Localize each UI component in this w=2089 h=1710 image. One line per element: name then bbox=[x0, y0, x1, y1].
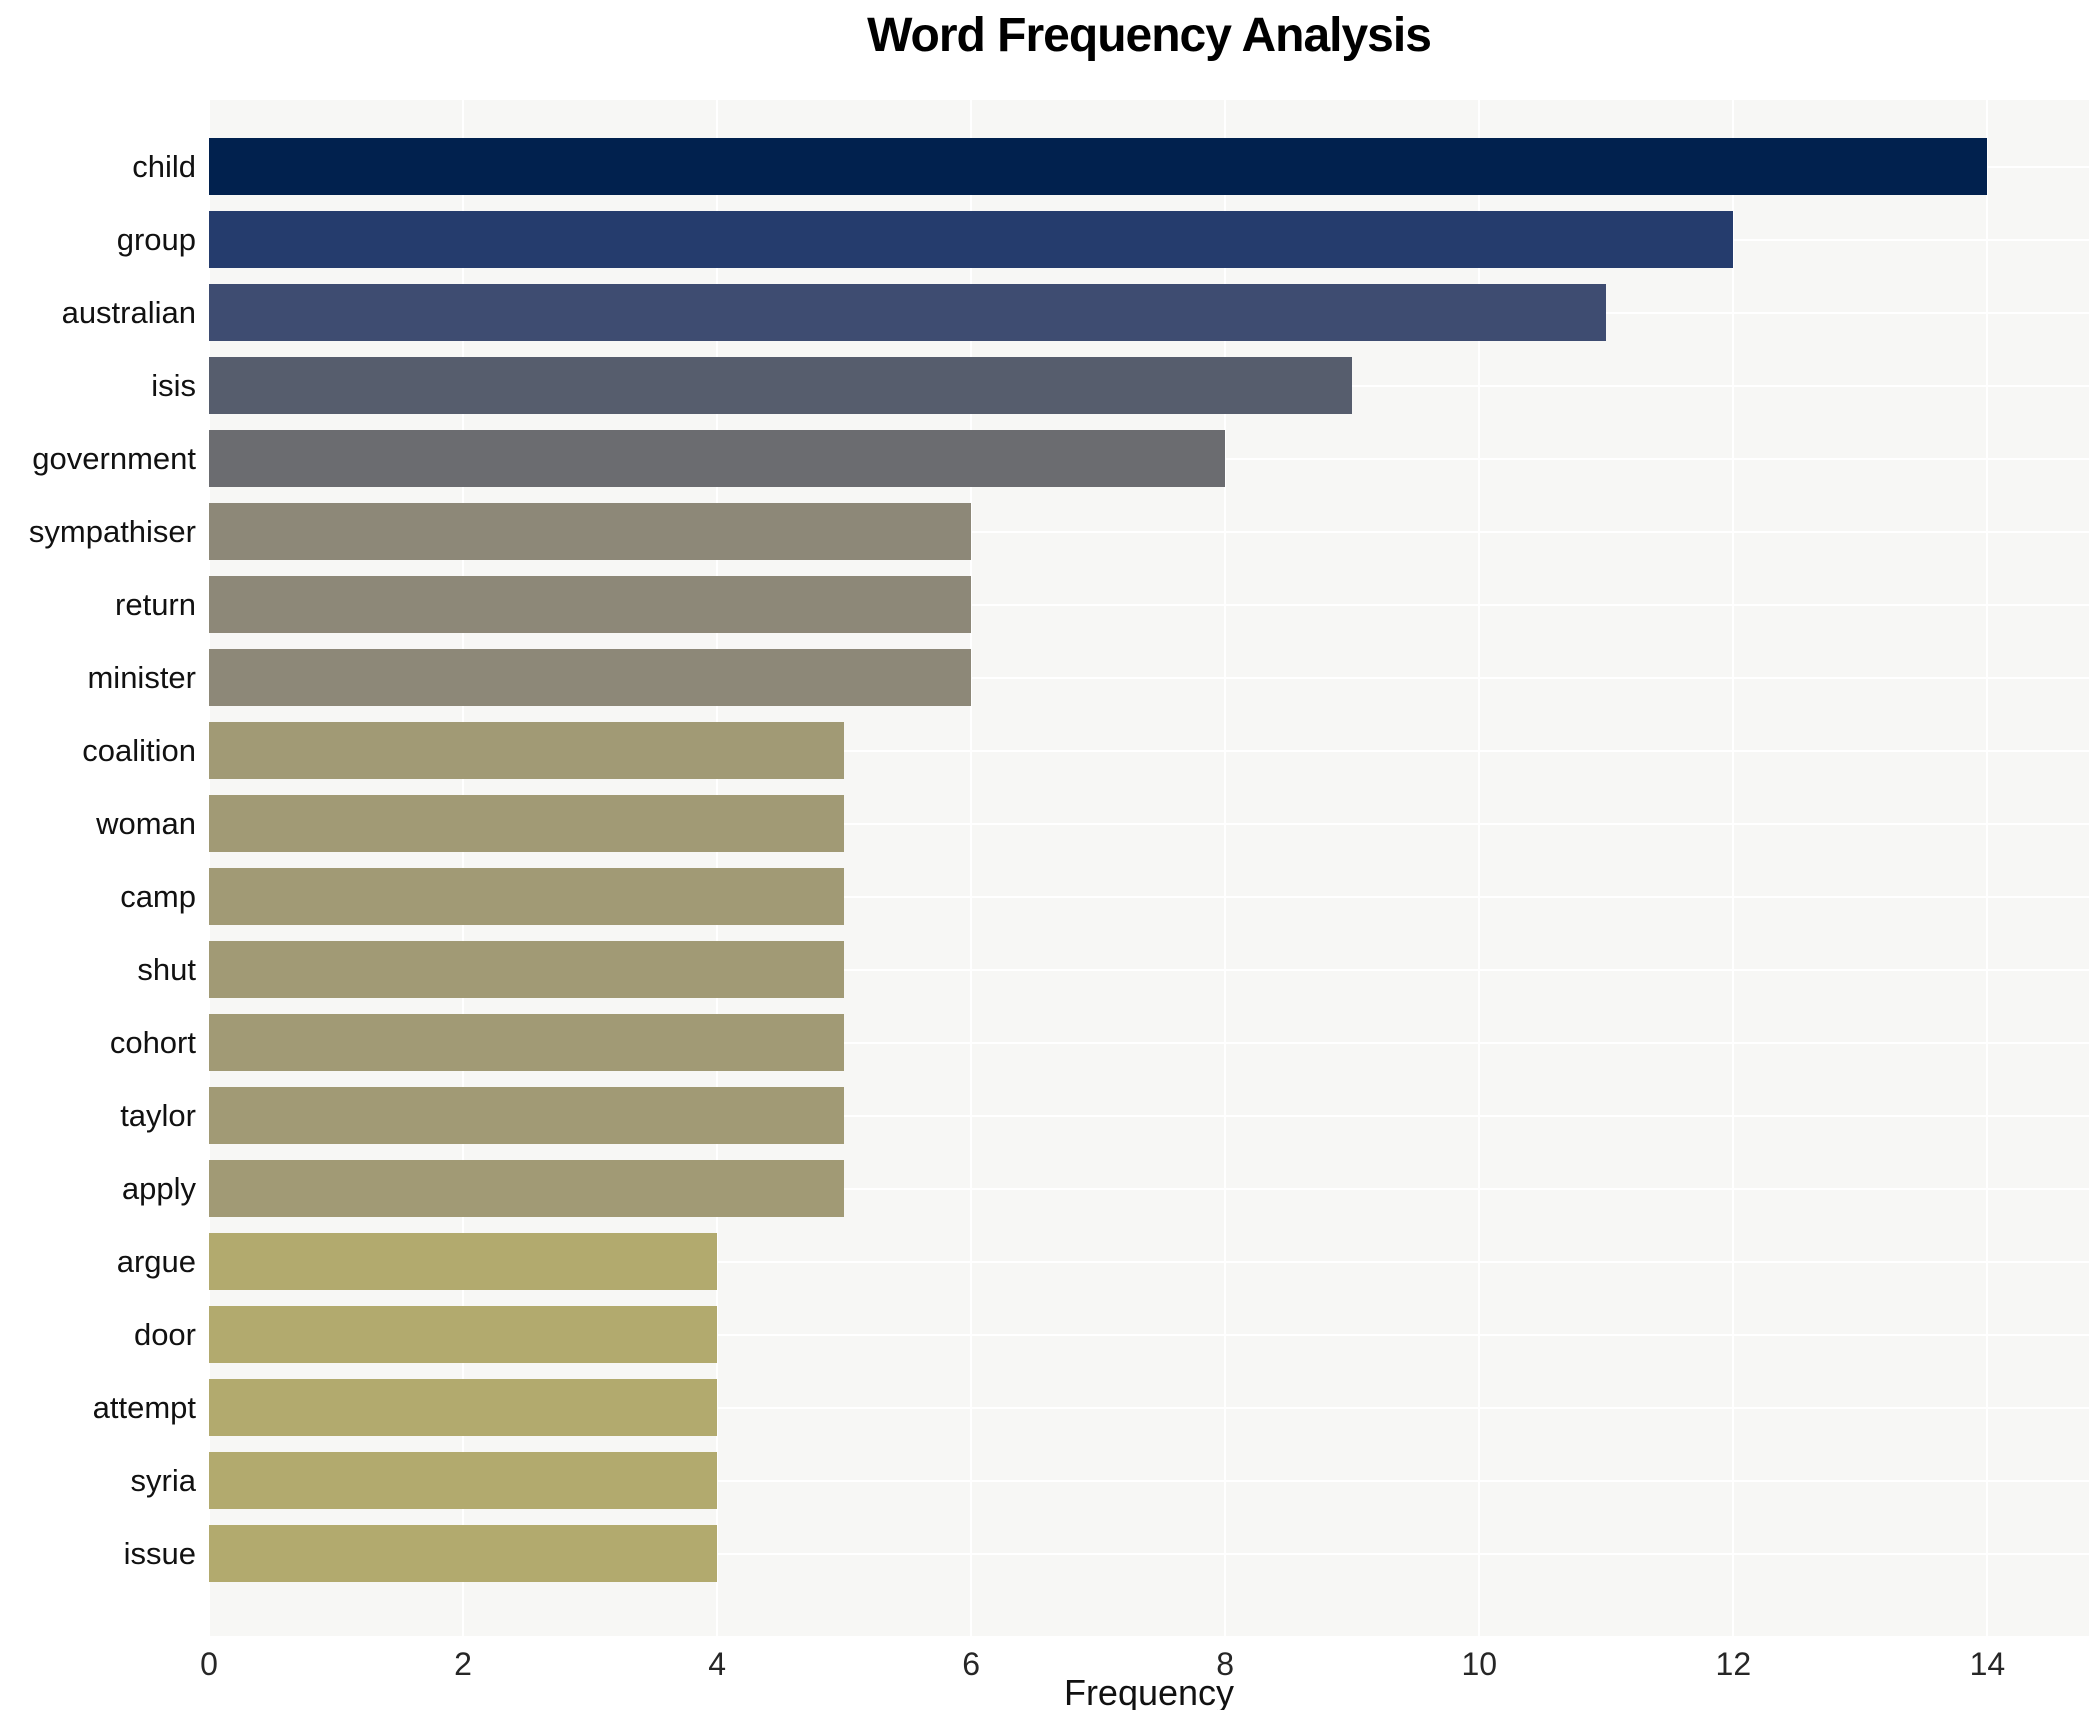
chart-title: Word Frequency Analysis bbox=[867, 9, 1432, 62]
gridline-vertical bbox=[1478, 100, 1481, 1636]
bar-camp bbox=[209, 868, 845, 925]
bar-argue bbox=[209, 1233, 718, 1290]
category-label-coalition: coalition bbox=[82, 733, 196, 768]
gridline-horizontal bbox=[209, 968, 2089, 971]
category-label-minister: minister bbox=[87, 660, 196, 695]
x-tick-label: 14 bbox=[1969, 1646, 2006, 1682]
category-label-argue: argue bbox=[116, 1244, 196, 1279]
gridline-horizontal bbox=[209, 1479, 2089, 1482]
category-label-australian: australian bbox=[61, 295, 196, 330]
category-label-door: door bbox=[133, 1317, 196, 1352]
bar-cohort bbox=[209, 1014, 845, 1071]
category-label-return: return bbox=[115, 587, 196, 622]
gridline-vertical bbox=[1732, 100, 1735, 1636]
gridline-horizontal bbox=[209, 1552, 2089, 1555]
x-tick-label: 2 bbox=[454, 1646, 472, 1682]
plot-area bbox=[208, 100, 2089, 1636]
gridline-horizontal bbox=[209, 822, 2089, 825]
bar-attempt bbox=[209, 1379, 718, 1436]
x-tick-label: 12 bbox=[1715, 1646, 1752, 1682]
bar-group bbox=[209, 211, 1734, 268]
bar-taylor bbox=[209, 1087, 845, 1144]
category-label-cohort: cohort bbox=[109, 1025, 196, 1060]
bar-apply bbox=[209, 1160, 845, 1217]
bar-child bbox=[209, 138, 1988, 195]
x-axis-label: Frequency bbox=[1063, 1672, 1235, 1710]
x-tick-label: 0 bbox=[200, 1646, 218, 1682]
gridline-horizontal bbox=[209, 530, 2089, 533]
gridline-horizontal bbox=[209, 676, 2089, 679]
gridline-horizontal bbox=[209, 1406, 2089, 1409]
x-tick-label: 8 bbox=[1216, 1646, 1235, 1682]
gridline-horizontal bbox=[209, 1260, 2089, 1263]
bar-syria bbox=[209, 1452, 718, 1509]
category-label-group: group bbox=[116, 222, 196, 257]
category-label-government: government bbox=[32, 441, 196, 476]
x-tick-label: 10 bbox=[1461, 1646, 1498, 1682]
bar-australian bbox=[209, 284, 1607, 341]
gridline-horizontal bbox=[209, 1041, 2089, 1044]
x-tick-label: 6 bbox=[962, 1646, 981, 1682]
bar-coalition bbox=[209, 722, 845, 779]
gridline-horizontal bbox=[209, 749, 2089, 752]
category-label-camp: camp bbox=[120, 879, 196, 914]
category-label-child: child bbox=[132, 149, 196, 184]
category-label-taylor: taylor bbox=[120, 1098, 196, 1133]
bar-return bbox=[209, 576, 972, 633]
bar-minister bbox=[209, 649, 972, 706]
gridline-horizontal bbox=[209, 1114, 2089, 1117]
gridline-horizontal bbox=[209, 1187, 2089, 1190]
x-axis-ticks: 0 2 4 6 8 10 12 14 bbox=[0, 1646, 2089, 1686]
bar-sympathiser bbox=[209, 503, 972, 560]
gridline-vertical bbox=[1986, 100, 1989, 1636]
gridline-horizontal bbox=[209, 1333, 2089, 1336]
gridline-horizontal bbox=[209, 603, 2089, 606]
category-label-apply: apply bbox=[121, 1171, 196, 1206]
category-label-isis: isis bbox=[151, 368, 196, 403]
x-tick-label: 4 bbox=[708, 1646, 726, 1682]
category-label-shut: shut bbox=[137, 952, 196, 987]
bar-government bbox=[209, 430, 1226, 487]
category-label-sympathiser: sympathiser bbox=[28, 514, 196, 549]
bar-shut bbox=[209, 941, 845, 998]
gridline-vertical bbox=[970, 100, 973, 1636]
bar-woman bbox=[209, 795, 845, 852]
bar-isis bbox=[209, 357, 1353, 414]
category-label-syria: syria bbox=[130, 1463, 196, 1498]
gridline-vertical bbox=[1224, 100, 1227, 1636]
category-label-issue: issue bbox=[123, 1536, 196, 1571]
bar-issue bbox=[209, 1525, 718, 1582]
category-label-attempt: attempt bbox=[92, 1390, 196, 1425]
bar-door bbox=[209, 1306, 718, 1363]
gridline-horizontal bbox=[209, 895, 2089, 898]
category-label-woman: woman bbox=[96, 806, 196, 841]
